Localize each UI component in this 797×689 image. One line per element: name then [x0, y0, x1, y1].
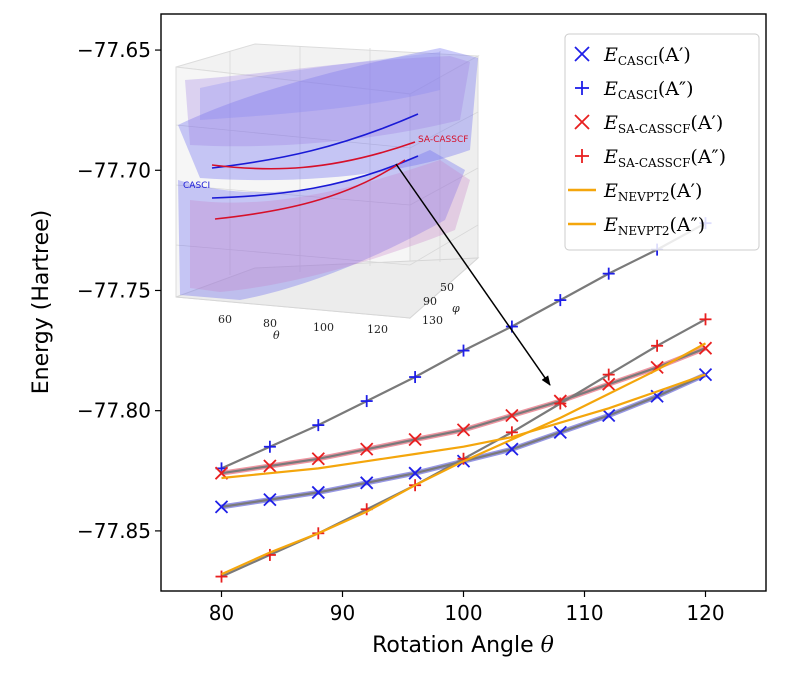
inset-surface-casci-lower [178, 150, 465, 300]
inset-theta-tick-4: 120 [367, 323, 388, 336]
data-point-x [456, 423, 471, 437]
legend-label-1: ECASCI(A″) [603, 78, 694, 102]
x-tick-label: 120 [686, 601, 724, 625]
data-point-plus [312, 419, 325, 432]
legend-entry-3: ESA-CASSCF(A″) [575, 146, 726, 170]
x-tick-label: 100 [444, 601, 482, 625]
data-point-plus [215, 570, 228, 583]
inset-grid [175, 46, 479, 275]
inset-phi-tick-3: 130 [422, 314, 443, 327]
inset-label-casci: CASCI [183, 181, 210, 191]
inset-surface-casci-upper [178, 48, 478, 181]
annotation-arrow [395, 163, 551, 386]
data-point-x [553, 425, 567, 439]
legend: ECASCI(A′) ECASCI(A″) ESA-CASSCF(A′) ESA-CA… [564, 33, 760, 251]
inset-floor [175, 257, 480, 319]
data-point-plus [554, 294, 567, 307]
data-point-x [698, 341, 713, 355]
data-point-plus [457, 344, 470, 357]
data-point-x [505, 442, 519, 456]
data-point-x [408, 466, 422, 480]
legend-box [564, 33, 760, 251]
y-tick-label: −77.75 [77, 278, 151, 302]
x-tick-label: 80 [209, 601, 234, 625]
inset-curve-sacasscf-1 [211, 141, 416, 170]
data-point-plus [263, 440, 276, 453]
inset-theta-tick-2: 80 [263, 317, 277, 330]
data-point-plus [602, 267, 615, 280]
data-point-x [360, 442, 374, 456]
data-point-x [263, 493, 277, 507]
legend-entry-4: ENEVPT2(A′) [568, 180, 702, 204]
legend-entry-5: ENEVPT2(A″) [568, 214, 705, 238]
data-point-x [408, 432, 422, 447]
x-axis-label: Rotation Angle θ [372, 633, 554, 658]
inset-phi-label: φ [452, 302, 460, 315]
series-line-nevpt2-5 [221, 342, 707, 576]
legend-label-0: ECASCI(A′) [603, 44, 691, 68]
data-point-x [360, 476, 374, 490]
inset-theta-tick-3: 100 [313, 321, 334, 334]
data-point-x [214, 500, 229, 514]
legend-label-5: ENEVPT2(A″) [603, 214, 705, 238]
data-point-plus [554, 397, 567, 410]
data-point-x [602, 377, 616, 391]
legend-label-3: ESA-CASSCF(A″) [603, 146, 726, 170]
series-layer [214, 217, 713, 583]
data-point-x [263, 459, 277, 473]
legend-label-2: ESA-CASSCF(A′) [603, 112, 723, 136]
data-point-x [311, 452, 325, 466]
data-point-x [602, 408, 616, 423]
inset-curve-sacasscf-2 [214, 159, 406, 220]
inset-phi-tick-2: 90 [423, 295, 437, 308]
inset-theta-tick-1: 60 [218, 313, 232, 326]
y-tick-label: −77.65 [77, 38, 151, 62]
inset-curve-casci-1 [211, 113, 419, 169]
x-tick-label: 90 [330, 601, 355, 625]
inset-3d-plot: CASCI SA-CASSCF 60 80 100 120 θ 50 90 13… [175, 43, 480, 342]
x-axis-ticks: 80 90 100 110 120 [209, 591, 725, 625]
data-point-plus [651, 339, 664, 352]
data-point-plus [409, 371, 422, 384]
legend-entry-2: ESA-CASSCF(A′) [574, 112, 723, 136]
inset-label-sacasscf: SA-CASSCF [418, 135, 468, 145]
x-tick-label: 110 [565, 601, 603, 625]
y-tick-label: −77.70 [77, 158, 151, 182]
legend-label-4: ENEVPT2(A′) [603, 180, 702, 204]
data-point-plus [360, 395, 373, 408]
series-line-nevpt2-4 [221, 373, 706, 480]
y-axis-label: Energy (Hartree) [29, 210, 54, 395]
data-point-x [505, 408, 519, 423]
y-tick-label: −77.85 [77, 519, 151, 543]
inset-theta-label: θ [273, 329, 280, 342]
inset-phi-tick-1: 50 [440, 281, 454, 294]
legend-entry-0: ECASCI(A′) [574, 44, 691, 68]
inset-surface-casci-top [200, 52, 440, 120]
inset-curve-casci-2 [211, 155, 419, 199]
y-tick-label: −77.80 [77, 399, 151, 423]
inset-surface-sacasscf-upper [185, 56, 470, 147]
y-axis-ticks: −77.65 −77.70 −77.75 −77.80 −77.85 [77, 38, 161, 543]
data-point-x [311, 485, 325, 500]
inset-surface-sacasscf-lower [190, 160, 470, 292]
legend-entry-1: ECASCI(A″) [575, 78, 694, 102]
data-point-plus [699, 313, 712, 326]
data-point-plus [602, 368, 615, 381]
